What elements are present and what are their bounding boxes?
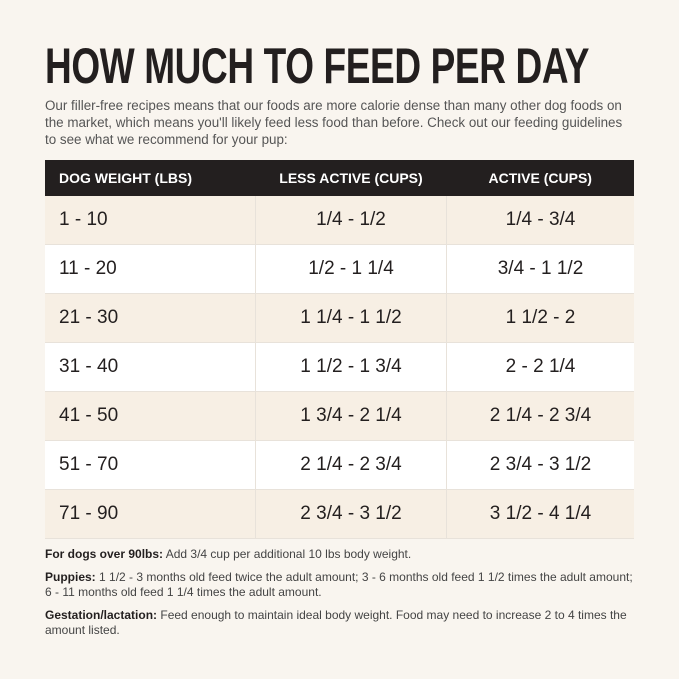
table-cell: 2 3/4 - 3 1/2 xyxy=(255,489,447,539)
column-header: LESS ACTIVE (CUPS) xyxy=(255,160,447,196)
table-body: 1 - 10 1/4 - 1/2 1/4 - 3/4 11 - 20 1/2 - 1 1… xyxy=(45,196,634,539)
table-cell: 31 - 40 xyxy=(45,342,256,392)
note-label: For dogs over 90lbs: xyxy=(45,547,164,561)
column-header: ACTIVE (CUPS) xyxy=(446,160,634,196)
note-text: 1 1/2 - 3 months old feed twice the adul… xyxy=(45,570,633,599)
table-cell: 1/4 - 3/4 xyxy=(446,196,634,245)
table-cell: 41 - 50 xyxy=(45,391,256,441)
table-row: 31 - 40 1 1/2 - 1 3/4 2 - 2 1/4 xyxy=(45,342,634,392)
table-cell: 71 - 90 xyxy=(45,489,256,539)
column-header: DOG WEIGHT (LBS) xyxy=(45,160,256,196)
table-cell: 1/4 - 1/2 xyxy=(255,196,447,245)
table-cell: 2 3/4 - 3 1/2 xyxy=(446,440,634,490)
table-cell: 11 - 20 xyxy=(45,244,256,294)
table-row: 11 - 20 1/2 - 1 1/4 3/4 - 1 1/2 xyxy=(45,244,634,294)
table-cell: 1 1/2 - 1 3/4 xyxy=(255,342,447,392)
table-cell: 2 1/4 - 2 3/4 xyxy=(255,440,447,490)
table-row: 1 - 10 1/4 - 1/2 1/4 - 3/4 xyxy=(45,196,634,245)
table-cell: 3 1/2 - 4 1/4 xyxy=(446,489,634,539)
note: Puppies: 1 1/2 - 3 months old feed twice… xyxy=(45,570,635,600)
table-cell: 2 1/4 - 2 3/4 xyxy=(446,391,634,441)
table-cell: 3/4 - 1 1/2 xyxy=(446,244,634,294)
table-cell: 51 - 70 xyxy=(45,440,256,490)
note-text: Add 3/4 cup per additional 10 lbs body w… xyxy=(165,547,412,561)
table-row: 21 - 30 1 1/4 - 1 1/2 1 1/2 - 2 xyxy=(45,293,634,343)
notes: For dogs over 90lbs: Add 3/4 cup per add… xyxy=(45,547,635,646)
table-cell: 1 1/4 - 1 1/2 xyxy=(255,293,447,343)
intro: Our filler-free recipes means that our f… xyxy=(45,98,623,147)
table-cell: 1 3/4 - 2 1/4 xyxy=(255,391,447,441)
table-row: 71 - 90 2 3/4 - 3 1/2 3 1/2 - 4 1/4 xyxy=(45,489,634,539)
feeding-table: DOG WEIGHT (LBS) LESS ACTIVE (CUPS) ACTIVE… xyxy=(45,160,634,539)
note-label: Gestation/lactation: xyxy=(45,608,158,622)
note-text: Feed enough to maintain ideal body weigh… xyxy=(45,608,627,637)
header-row: DOG WEIGHT (LBS) LESS ACTIVE (CUPS) ACTIVE… xyxy=(45,160,634,196)
note: Gestation/lactation: Feed enough to main… xyxy=(45,608,635,638)
table-row: 41 - 50 1 3/4 - 2 1/4 2 1/4 - 2 3/4 xyxy=(45,391,634,441)
table-cell: 2 - 2 1/4 xyxy=(446,342,634,392)
table-cell: 1/2 - 1 1/4 xyxy=(255,244,447,294)
table-cell: 1 1/2 - 2 xyxy=(446,293,634,343)
title: HOW MUCH TO FEED PER DAY xyxy=(45,38,590,94)
table-cell: 21 - 30 xyxy=(45,293,256,343)
note: For dogs over 90lbs: Add 3/4 cup per add… xyxy=(45,547,635,562)
note-label: Puppies: xyxy=(45,570,96,584)
table-row: 51 - 70 2 1/4 - 2 3/4 2 3/4 - 3 1/2 xyxy=(45,440,634,490)
table-header: DOG WEIGHT (LBS) LESS ACTIVE (CUPS) ACTIVE… xyxy=(45,160,634,196)
table-cell: 1 - 10 xyxy=(45,196,256,245)
